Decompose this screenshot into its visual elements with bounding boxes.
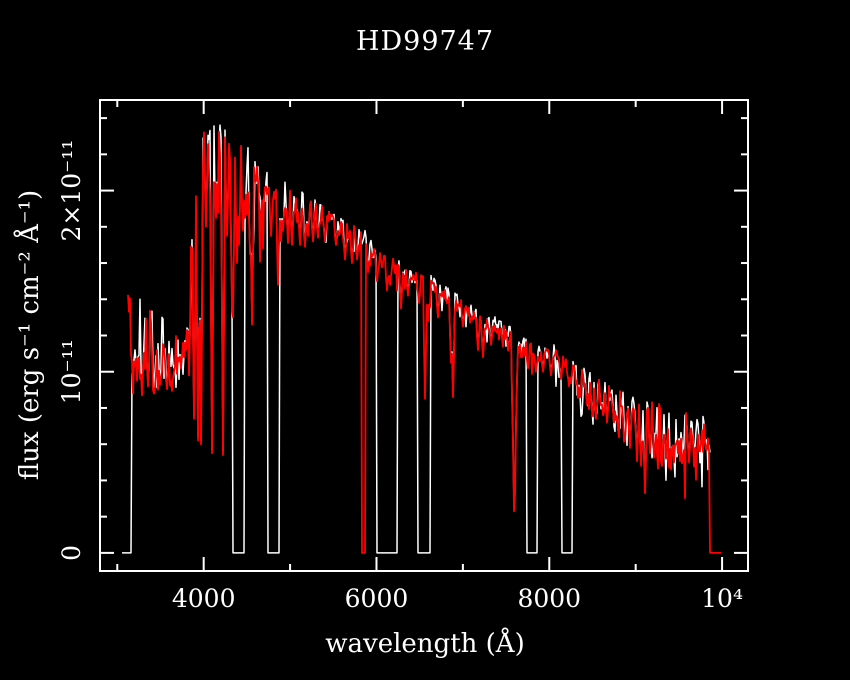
- observed-spectrum-line: [127, 130, 721, 554]
- x-axis-label: wavelength (Å): [325, 629, 525, 659]
- x-tick-label: 4000: [172, 584, 236, 613]
- x-tick-label: 8000: [517, 584, 581, 613]
- y-axis-label: flux (erg s⁻¹ cm⁻² Å⁻¹): [15, 189, 45, 481]
- y-tick-label: 2×10⁻¹¹: [57, 140, 86, 242]
- y-tick-label: 0: [57, 545, 86, 561]
- y-tick-label: 10⁻¹¹: [57, 339, 86, 404]
- x-tick-label: 6000: [345, 584, 409, 613]
- plot-title: HD99747: [355, 26, 495, 57]
- x-tick-label: 10⁴: [701, 584, 743, 613]
